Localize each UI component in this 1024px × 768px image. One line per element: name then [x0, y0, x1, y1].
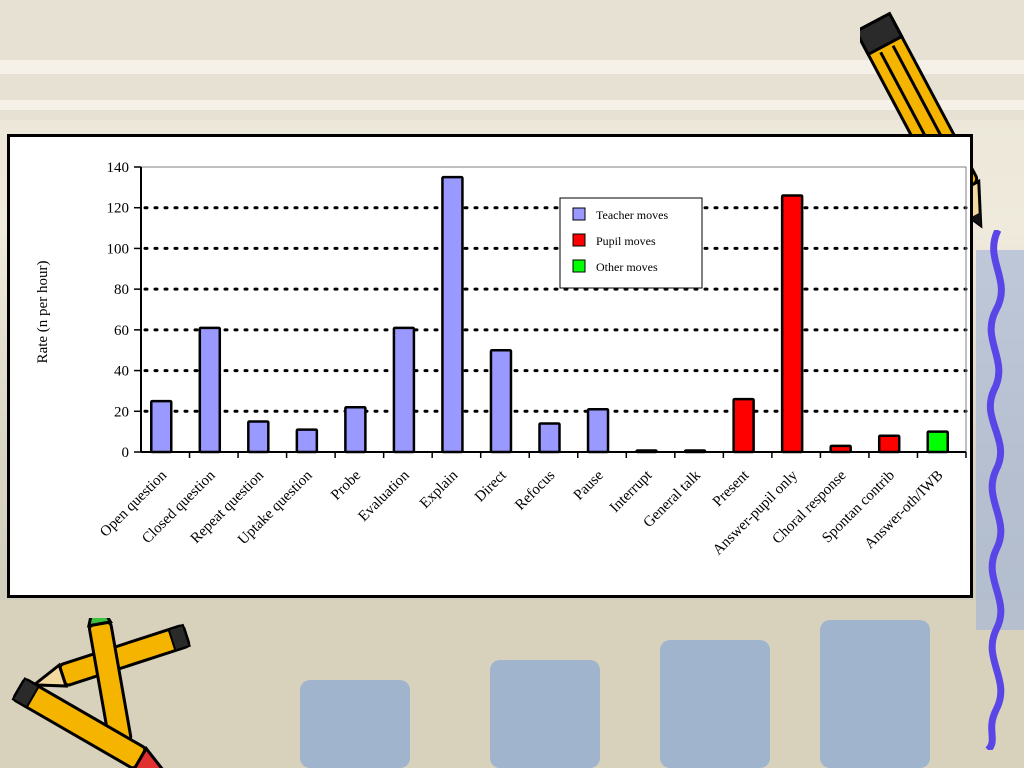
bar-probe [344, 405, 367, 454]
y-tick-label: 140 [107, 160, 130, 176]
x-category-label: Probe [328, 467, 364, 503]
legend-swatch-pupil [572, 233, 586, 247]
axes [134, 166, 967, 458]
background-seat [490, 660, 600, 768]
y-tick-labels: 0 20 40 60 80 100 120 140 [107, 160, 130, 461]
background-seat [300, 680, 410, 768]
x-category-label: Evaluation [355, 467, 413, 525]
y-tick-label: 120 [107, 201, 130, 217]
background-seat [660, 640, 770, 768]
bar-refocus [538, 422, 561, 454]
bar-answer-pupil-only [780, 194, 804, 454]
background-beam [0, 60, 1024, 74]
bar-chart: Rate (n per hour) 0 20 40 60 80 100 120 140 Ope… [35, 160, 968, 559]
bar-answer-oth-iwb [926, 430, 949, 454]
bar-closed-question [198, 326, 222, 454]
legend: Teacher moves Pupil moves Other moves [559, 197, 703, 289]
x-category-label: Direct [472, 467, 510, 505]
legend-label-teacher: Teacher moves [596, 208, 668, 222]
bar-spontan-contrib [877, 434, 901, 454]
y-tick-label: 40 [114, 364, 129, 380]
plot-border [140, 166, 967, 453]
bar-direct [489, 348, 513, 454]
y-tick-label: 60 [114, 323, 129, 339]
legend-swatch-teacher [572, 207, 586, 221]
y-tick-label: 80 [114, 282, 129, 298]
bar-present [732, 397, 755, 454]
x-category-label: Explain [417, 467, 462, 512]
chart-panel: Rate (n per hour) 0 20 40 60 80 100 120 140 Ope… [7, 134, 973, 598]
y-tick-label: 0 [122, 445, 130, 461]
x-category-label: Pause [571, 467, 607, 503]
gridlines [143, 206, 968, 413]
bar-repeat-question [247, 420, 270, 454]
x-category-label: Refocus [512, 467, 558, 513]
x-category-label: Interrupt [607, 467, 656, 516]
bar-explain [441, 175, 464, 454]
y-axis-title: Rate (n per hour) [35, 261, 51, 364]
wavy-line-icon [985, 230, 1005, 750]
bar-pause [586, 408, 610, 454]
bar-open-question [150, 399, 173, 454]
y-tick-label: 20 [114, 404, 129, 420]
bar-evaluation [392, 326, 416, 454]
legend-label-pupil: Pupil moves [596, 234, 656, 248]
legend-label-other: Other moves [596, 260, 658, 274]
crossed-pencils-icon [11, 618, 191, 768]
x-category-label: Present [710, 467, 753, 510]
background-beam [0, 100, 1024, 110]
y-tick-label: 100 [107, 241, 130, 257]
bars [150, 175, 949, 454]
legend-swatch-other [572, 259, 586, 273]
bar-uptake-question [295, 428, 319, 454]
background-seat [820, 620, 930, 768]
x-category-label: Answer-pupil only [710, 467, 801, 558]
